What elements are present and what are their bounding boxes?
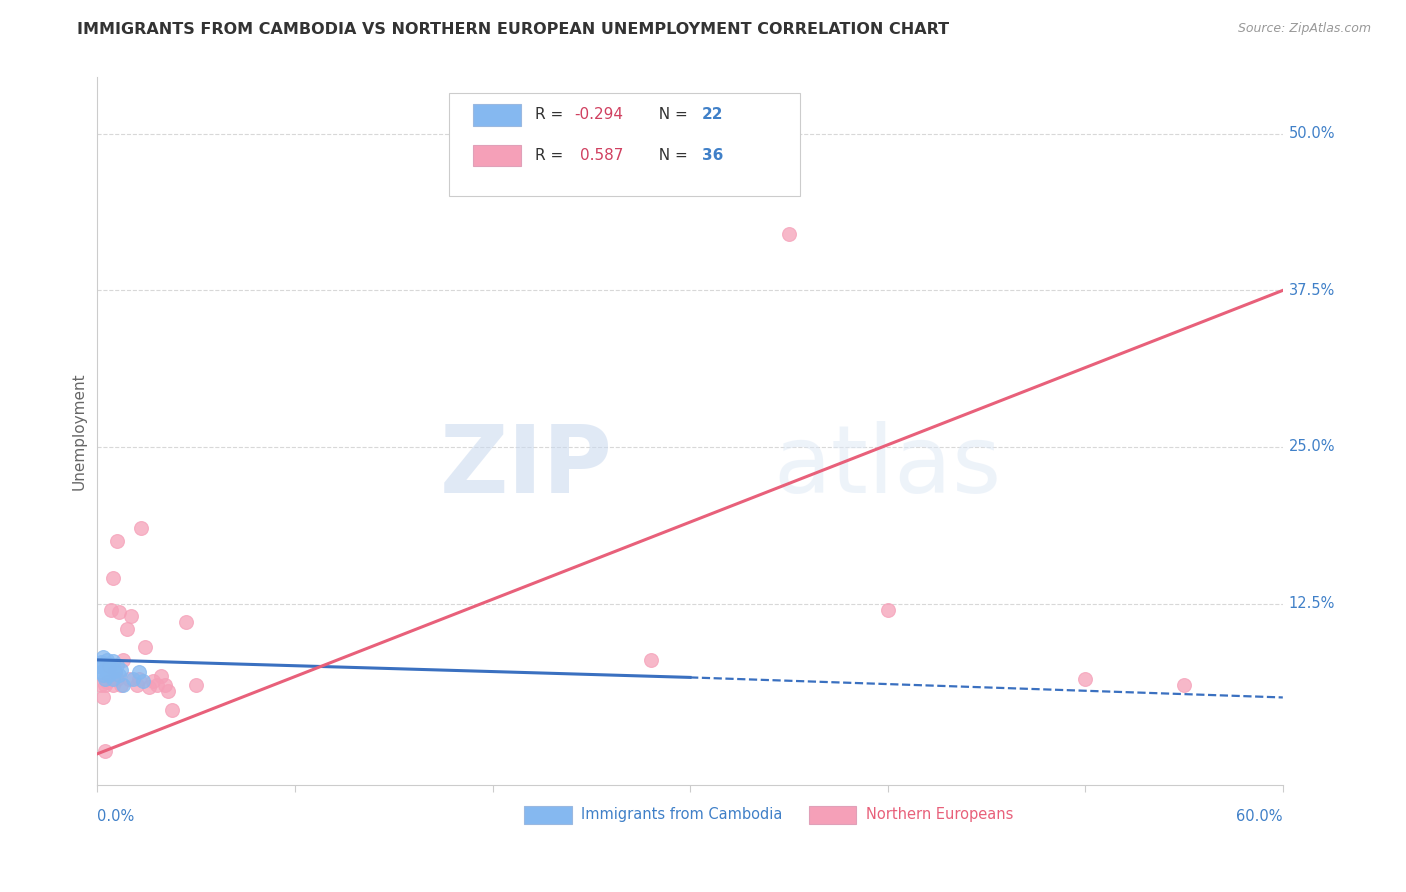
Point — [101, 654, 124, 668]
Point — [101, 571, 124, 585]
FancyBboxPatch shape — [524, 806, 571, 824]
Text: 50.0%: 50.0% — [1289, 127, 1336, 141]
FancyBboxPatch shape — [474, 104, 520, 126]
Point — [105, 533, 128, 548]
Text: R =: R = — [534, 148, 572, 162]
Point — [100, 603, 122, 617]
FancyBboxPatch shape — [808, 806, 856, 824]
Point — [186, 678, 208, 692]
Text: 0.587: 0.587 — [579, 148, 623, 162]
Point — [118, 672, 141, 686]
Point — [98, 657, 121, 671]
Point — [91, 650, 114, 665]
Point — [876, 603, 898, 617]
Point — [162, 703, 184, 717]
Text: 0.0%: 0.0% — [97, 809, 135, 824]
Point — [90, 665, 112, 680]
Point — [91, 690, 114, 705]
Point — [129, 521, 152, 535]
Point — [96, 663, 118, 677]
Point — [94, 672, 117, 686]
Point — [96, 675, 118, 690]
Point — [90, 678, 112, 692]
Point — [145, 678, 167, 692]
Point — [125, 678, 148, 692]
Point — [153, 678, 176, 692]
Point — [132, 674, 155, 689]
Point — [778, 227, 800, 241]
Point — [100, 660, 122, 674]
Point — [94, 744, 117, 758]
Point — [112, 653, 135, 667]
Point — [640, 653, 662, 667]
Point — [134, 640, 156, 655]
Point — [101, 678, 124, 692]
Text: 25.0%: 25.0% — [1289, 440, 1336, 454]
Point — [122, 672, 145, 686]
Point — [108, 668, 131, 682]
Text: ZIP: ZIP — [440, 421, 613, 513]
Text: N =: N = — [648, 107, 692, 122]
Point — [108, 605, 131, 619]
Point — [91, 668, 114, 682]
Point — [115, 622, 138, 636]
Text: Source: ZipAtlas.com: Source: ZipAtlas.com — [1237, 22, 1371, 36]
Point — [142, 674, 165, 689]
Point — [110, 678, 132, 692]
Point — [138, 681, 160, 695]
Text: Northern Europeans: Northern Europeans — [866, 807, 1012, 822]
Text: 22: 22 — [702, 107, 724, 122]
Text: 12.5%: 12.5% — [1289, 596, 1336, 611]
Point — [149, 669, 172, 683]
Text: 37.5%: 37.5% — [1289, 283, 1334, 298]
Point — [112, 678, 135, 692]
Point — [104, 665, 127, 680]
Point — [90, 656, 112, 670]
Point — [1173, 678, 1195, 692]
Point — [94, 678, 117, 692]
Point — [104, 664, 127, 678]
Text: R =: R = — [534, 107, 568, 122]
Text: 36: 36 — [702, 148, 723, 162]
Text: IMMIGRANTS FROM CAMBODIA VS NORTHERN EUROPEAN UNEMPLOYMENT CORRELATION CHART: IMMIGRANTS FROM CAMBODIA VS NORTHERN EUR… — [77, 22, 949, 37]
Point — [105, 672, 128, 686]
Point — [110, 663, 132, 677]
Text: -0.294: -0.294 — [574, 107, 623, 122]
Text: 60.0%: 60.0% — [1236, 809, 1282, 824]
Point — [174, 615, 197, 630]
Point — [96, 653, 118, 667]
Point — [157, 684, 180, 698]
FancyBboxPatch shape — [450, 93, 800, 196]
Point — [98, 659, 121, 673]
Text: N =: N = — [648, 148, 692, 162]
Point — [94, 662, 117, 676]
Point — [128, 665, 150, 680]
Point — [89, 659, 111, 673]
Point — [101, 672, 124, 686]
Point — [120, 609, 142, 624]
Text: atlas: atlas — [773, 421, 1001, 513]
FancyBboxPatch shape — [474, 145, 520, 166]
Point — [1074, 672, 1097, 686]
Y-axis label: Unemployment: Unemployment — [72, 373, 86, 490]
Text: Immigrants from Cambodia: Immigrants from Cambodia — [581, 807, 782, 822]
Point — [105, 657, 128, 672]
Point — [98, 668, 121, 682]
Point — [128, 672, 150, 686]
